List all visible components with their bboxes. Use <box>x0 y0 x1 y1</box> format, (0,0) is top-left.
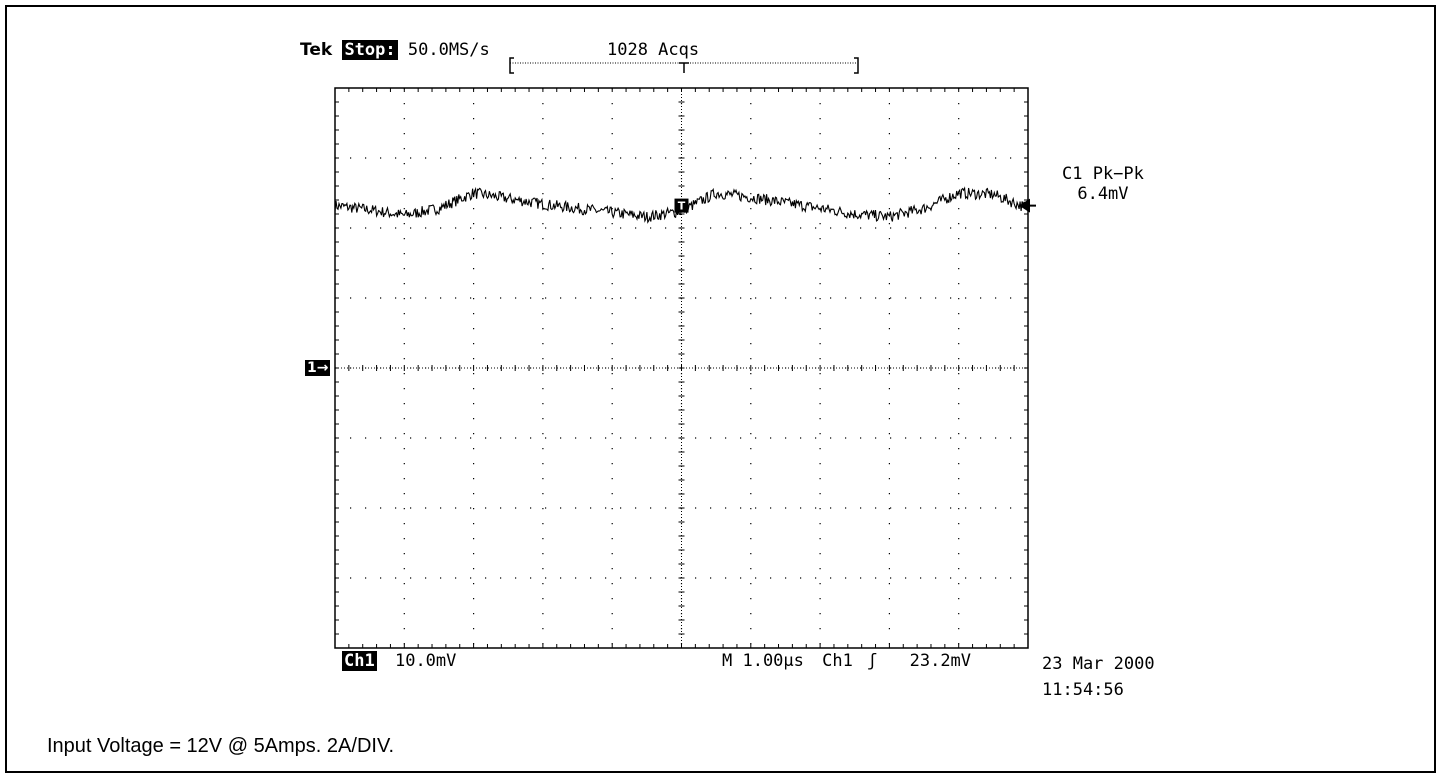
record-bracket-left <box>509 57 514 74</box>
measurement-value: 6.4mV <box>1077 184 1129 204</box>
sample-rate: 50.0MS/s <box>407 40 490 60</box>
trigger-slope-icon: ʃ <box>867 651 878 671</box>
trigger-source: Ch1 <box>822 651 853 671</box>
graticule <box>334 87 1029 649</box>
capture-time: 11:54:56 <box>1042 680 1124 700</box>
brand-label: Tek <box>300 40 333 60</box>
trigger-point-marker <box>674 198 689 213</box>
scope-footer-right: M 1.00µs Ch1 ʃ 23.2mV <box>722 651 971 671</box>
scope-footer-left: Ch1 10.0mV <box>342 651 456 671</box>
acquisition-count: 1028 Acqs <box>607 40 700 60</box>
markers: T <box>674 198 1036 213</box>
record-bracket <box>509 57 859 74</box>
capture-date: 23 Mar 2000 <box>1042 654 1155 674</box>
scope-header: Tek Stop: 50.0MS/s <box>300 40 490 60</box>
figure-caption: Input Voltage = 12V @ 5Amps. 2A/DIV. <box>47 735 395 757</box>
vertical-scale: 10.0mV <box>394 651 457 671</box>
figure-frame <box>5 5 1436 773</box>
oscilloscope-display: T <box>334 57 1036 649</box>
channel-badge: Ch1 <box>342 651 377 671</box>
channel1-ground-marker: 1→ <box>305 360 331 376</box>
record-trigger-marker <box>679 62 689 73</box>
measurement-label: C1 Pk−Pk <box>1062 164 1144 184</box>
trigger-point-glyph: T <box>678 200 686 213</box>
timebase: M 1.00µs <box>722 651 804 671</box>
measurement-panel: C1 Pk−Pk 6.4mV <box>1062 164 1144 204</box>
record-bracket-right <box>854 57 859 74</box>
run-state-badge: Stop: <box>342 40 398 60</box>
trigger-level: 23.2mV <box>909 651 972 671</box>
